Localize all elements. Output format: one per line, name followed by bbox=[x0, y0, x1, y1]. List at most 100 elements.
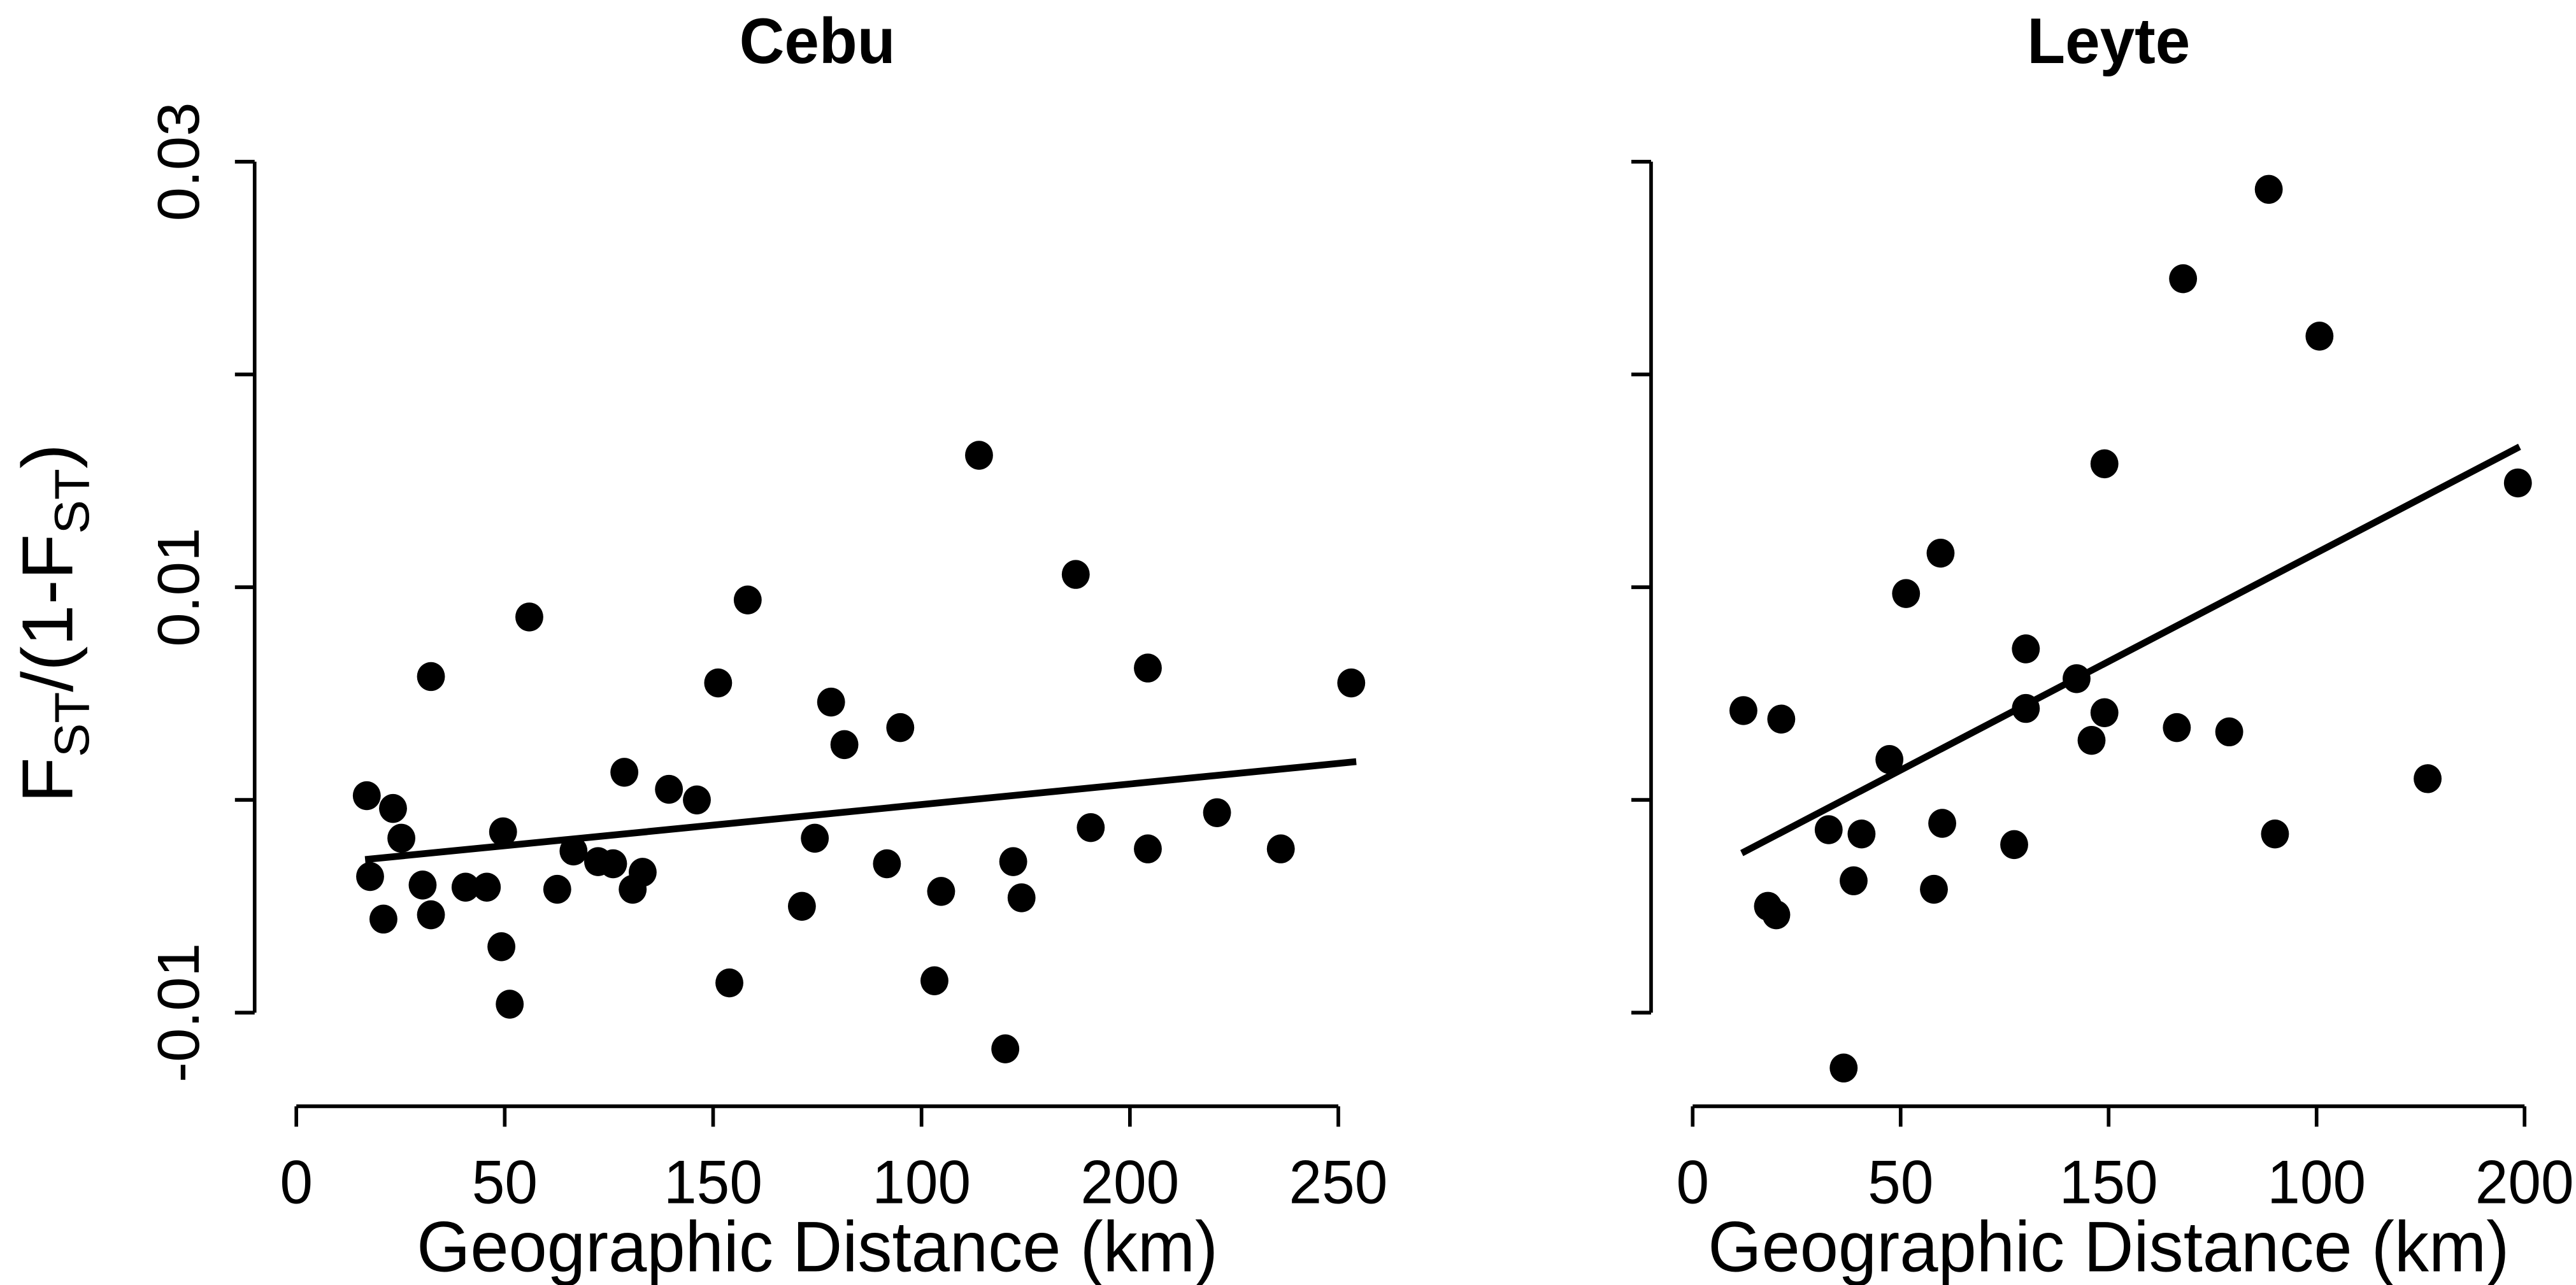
panel: 0 50 150 100 200 250 -0.01 0.01 0.03 Cebu Geograph… bbox=[7, 5, 1387, 1285]
fit-line bbox=[1740, 443, 2521, 856]
y-axis-label-subscript: ST bbox=[45, 692, 99, 757]
point bbox=[1829, 1053, 1858, 1083]
panel: 0 50 150 100 200 Leyte Geographic Distance (km… bbox=[1631, 5, 2574, 1285]
point bbox=[629, 858, 657, 887]
point bbox=[1134, 834, 1162, 863]
point bbox=[2012, 634, 2040, 664]
point bbox=[352, 781, 381, 811]
x-tick-label: 50 bbox=[1868, 1148, 1933, 1217]
point bbox=[1928, 809, 1956, 838]
point bbox=[559, 836, 588, 866]
point bbox=[1203, 798, 1231, 828]
point bbox=[655, 774, 683, 804]
point bbox=[2261, 819, 2289, 849]
x-tick-label: 100 bbox=[2267, 1148, 2366, 1217]
y-tick-label: 0.03 bbox=[146, 102, 212, 221]
point bbox=[1061, 560, 1090, 589]
point bbox=[599, 849, 627, 879]
point bbox=[515, 602, 543, 632]
fit-line bbox=[364, 758, 1357, 863]
x-tick-label: 100 bbox=[872, 1148, 971, 1217]
point bbox=[927, 877, 955, 906]
point bbox=[2215, 717, 2243, 747]
point bbox=[1892, 579, 1921, 608]
x-tick-label: 200 bbox=[1080, 1148, 1179, 1217]
point bbox=[2077, 725, 2106, 755]
point bbox=[1337, 668, 1366, 698]
point bbox=[873, 849, 901, 879]
x-axis-label: Geographic Distance (km) bbox=[1708, 1207, 2509, 1285]
point bbox=[1847, 819, 1876, 849]
point bbox=[1814, 815, 1843, 844]
y-axis-label-subscript: ST bbox=[45, 469, 99, 534]
point bbox=[417, 662, 445, 692]
point bbox=[408, 870, 437, 900]
point bbox=[473, 872, 501, 902]
point bbox=[2090, 449, 2119, 479]
panel-title: Cebu bbox=[740, 5, 896, 77]
point bbox=[2254, 174, 2283, 204]
point bbox=[886, 713, 915, 742]
point bbox=[2012, 693, 2040, 723]
x-axis-label: Geographic Distance (km) bbox=[417, 1207, 1218, 1285]
point bbox=[369, 904, 397, 934]
point bbox=[2169, 264, 2198, 294]
x-tick-label: 0 bbox=[280, 1148, 313, 1217]
point bbox=[489, 817, 517, 847]
point bbox=[683, 785, 711, 814]
point bbox=[733, 585, 762, 614]
point bbox=[1134, 653, 1162, 683]
point bbox=[817, 687, 845, 717]
point bbox=[830, 730, 859, 760]
x-tick-label: 200 bbox=[2475, 1148, 2574, 1217]
point bbox=[2000, 830, 2028, 860]
panel-title: Leyte bbox=[2027, 5, 2190, 77]
point bbox=[2305, 322, 2334, 351]
point bbox=[715, 968, 743, 998]
point bbox=[787, 891, 816, 921]
point bbox=[920, 966, 948, 995]
point bbox=[801, 823, 829, 853]
point bbox=[965, 441, 993, 470]
point bbox=[610, 758, 639, 787]
x-tick-label: 250 bbox=[1289, 1148, 1388, 1217]
y-axis-label: FST/(1-FST) bbox=[7, 444, 99, 803]
x-tick-label: 150 bbox=[664, 1148, 762, 1217]
point bbox=[2414, 764, 2442, 793]
point bbox=[543, 874, 571, 904]
y-axis-label-part: F bbox=[7, 757, 88, 803]
point bbox=[2503, 468, 2532, 498]
y-tick-label: 0.01 bbox=[146, 528, 212, 647]
point bbox=[991, 1034, 1020, 1063]
point bbox=[1840, 866, 1868, 895]
point bbox=[1926, 538, 1955, 568]
x-tick-label: 0 bbox=[1676, 1148, 1709, 1217]
point bbox=[379, 793, 407, 823]
point bbox=[2090, 698, 2119, 727]
x-tick-label: 150 bbox=[2059, 1148, 2158, 1217]
point bbox=[2163, 713, 2191, 742]
point bbox=[356, 862, 384, 891]
y-axis-label-part: /(1-F bbox=[7, 534, 88, 692]
point bbox=[1762, 900, 1791, 930]
point bbox=[1920, 874, 1948, 904]
y-axis-label-part: ) bbox=[7, 444, 88, 469]
point bbox=[704, 668, 733, 698]
point bbox=[496, 990, 524, 1019]
point bbox=[451, 872, 480, 902]
point bbox=[1077, 813, 1105, 842]
point bbox=[2063, 664, 2091, 693]
point bbox=[387, 823, 416, 853]
point bbox=[999, 847, 1027, 876]
point bbox=[1767, 704, 1796, 734]
point bbox=[417, 900, 445, 930]
point bbox=[1729, 696, 1757, 725]
x-tick-label: 50 bbox=[472, 1148, 538, 1217]
y-tick-label: -0.01 bbox=[146, 943, 212, 1083]
point bbox=[1007, 883, 1036, 912]
point bbox=[1875, 745, 1904, 774]
point bbox=[487, 932, 516, 962]
point bbox=[1266, 834, 1295, 863]
